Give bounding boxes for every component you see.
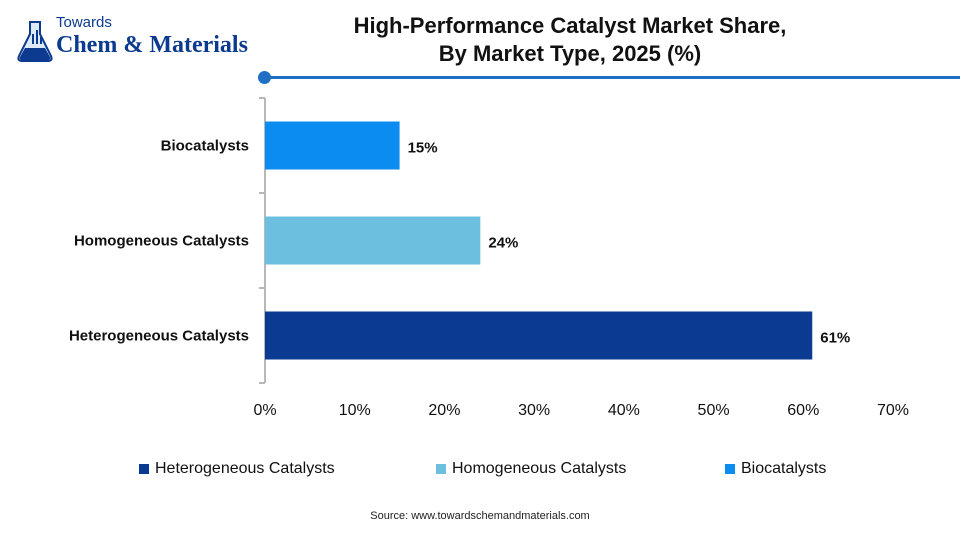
data-label: 24% — [488, 235, 518, 252]
x-tick-label: 30% — [518, 402, 550, 419]
chart-title: High-Performance Catalyst Market Share, … — [300, 12, 840, 68]
x-tick-label: 60% — [787, 402, 819, 419]
x-tick-label: 50% — [698, 402, 730, 419]
category-label: Homogeneous Catalysts — [74, 233, 249, 250]
chart-legend: Heterogeneous Catalysts Homogeneous Catal… — [0, 460, 960, 482]
legend-label: Biocatalysts — [741, 460, 827, 477]
legend-swatch — [436, 464, 446, 474]
category-label: Biocatalysts — [161, 138, 249, 155]
legend-label: Homogeneous Catalysts — [452, 460, 627, 477]
chart-title-line1: High-Performance Catalyst Market Share, — [353, 13, 787, 38]
brand-logo: Towards Chem & Materials — [16, 14, 256, 70]
x-tick-label: 20% — [428, 402, 460, 419]
flask-icon — [17, 21, 53, 62]
x-tick-label: 70% — [877, 402, 909, 419]
bar-2 — [265, 216, 481, 265]
x-tick-label: 40% — [608, 402, 640, 419]
legend-item: Homogeneous Catalysts — [436, 460, 626, 478]
logo-towards-text: Towards — [56, 14, 112, 31]
data-label: 61% — [820, 330, 850, 347]
legend-item: Biocatalysts — [725, 460, 826, 478]
data-label: 15% — [408, 140, 438, 157]
legend-label: Heterogeneous Catalysts — [155, 460, 335, 477]
bar-1 — [265, 121, 400, 170]
legend-swatch — [725, 464, 735, 474]
chart-title-line2: By Market Type, 2025 (%) — [438, 41, 702, 66]
logo-brand-text: Chem & Materials — [56, 32, 248, 58]
legend-swatch — [139, 464, 149, 474]
source-note: Source: www.towardschemandmaterials.com — [370, 510, 590, 522]
category-label: Heterogeneous Catalysts — [69, 328, 249, 345]
title-rule — [264, 76, 960, 79]
bar-3 — [265, 311, 813, 360]
x-tick-label: 10% — [339, 402, 371, 419]
x-tick-label: 0% — [253, 402, 276, 419]
legend-item: Heterogeneous Catalysts — [139, 460, 335, 478]
